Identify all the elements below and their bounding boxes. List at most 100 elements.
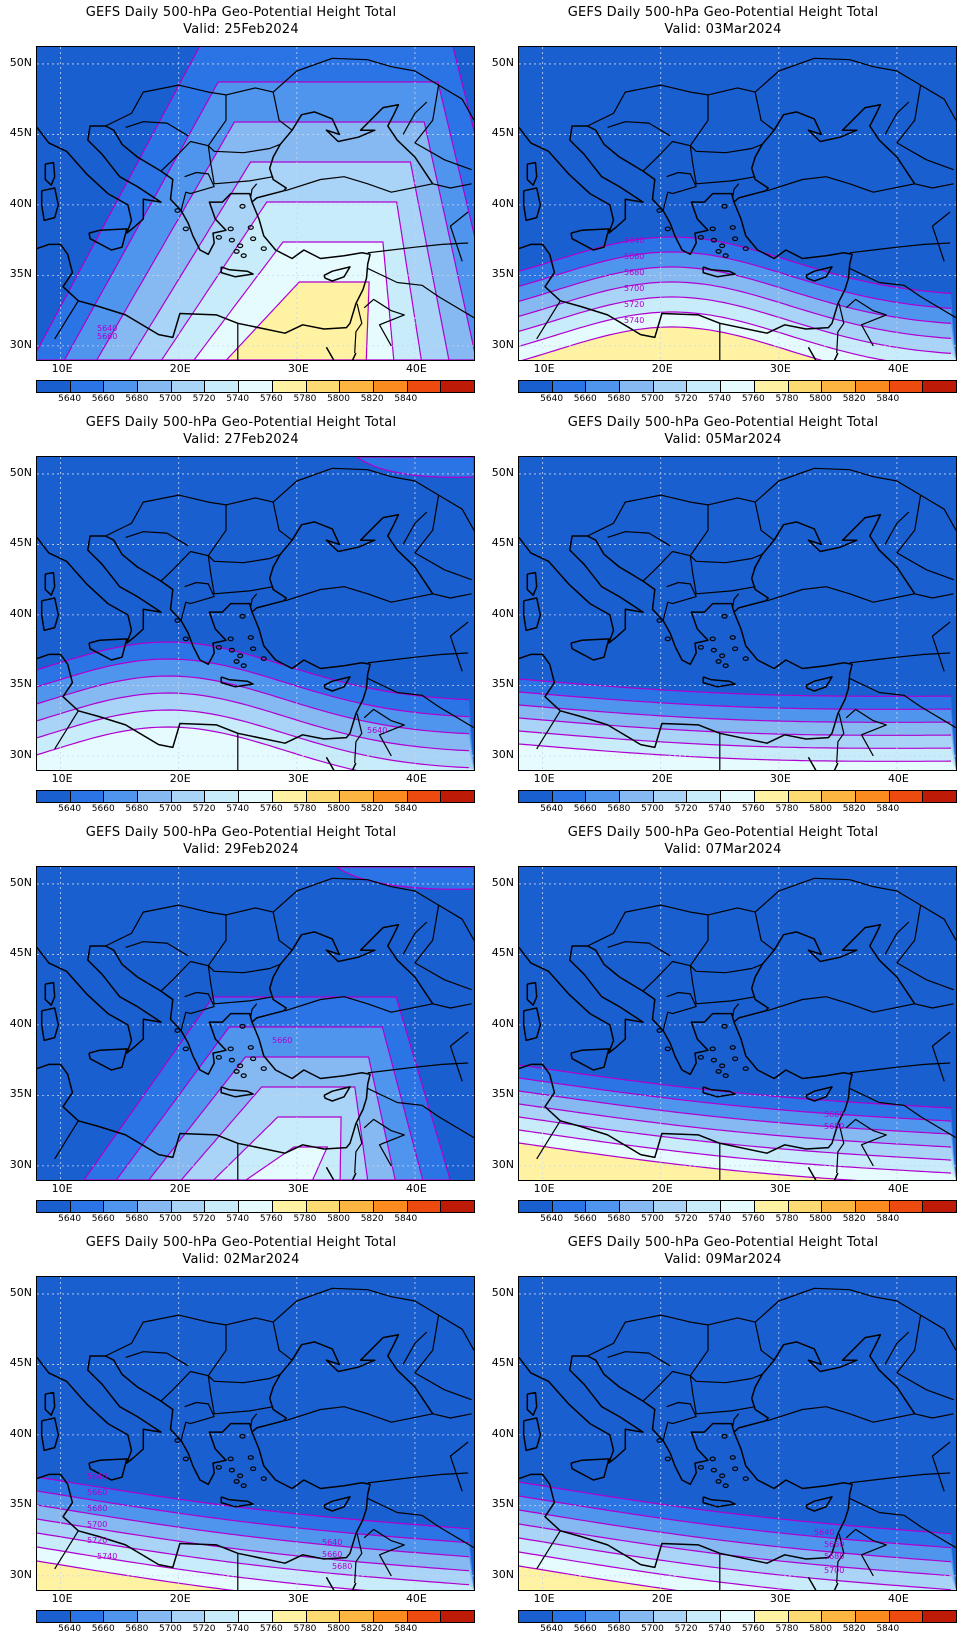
colorbar-label: 5840 [394, 1624, 418, 1634]
contour-label: 5700 [87, 1520, 107, 1529]
colorbar-label: 5820 [360, 804, 384, 814]
colorbar-label: 5660 [91, 804, 115, 814]
colorbar-swatch [586, 1611, 621, 1622]
longitude-label: 30E [769, 362, 791, 375]
colorbar-swatch [407, 381, 442, 392]
colorbar-label: 5760 [741, 804, 765, 814]
colorbar-label: 5840 [394, 804, 418, 814]
colorbar-swatch [171, 791, 206, 802]
colorbar-label: 5780 [775, 394, 799, 404]
longitude-label: 30E [769, 1182, 791, 1195]
colorbar-swatch [653, 791, 688, 802]
longitude-label: 10E [533, 1592, 555, 1605]
colorbar-swatch [822, 1201, 856, 1212]
latitude-label: 30N [9, 747, 32, 761]
colorbar-swatch [822, 791, 856, 802]
contour-label: 5660 [97, 332, 117, 341]
latitude-label: 50N [491, 465, 514, 479]
colorbar-swatch [620, 381, 654, 392]
colorbar-swatch [306, 1201, 341, 1212]
longitude-label: 20E [169, 772, 191, 785]
latitude-label: 50N [491, 875, 514, 889]
colorbar-swatch [239, 1201, 273, 1212]
contour-label: 5740 [624, 316, 644, 325]
colorbar-swatch [70, 381, 105, 392]
colorbar-label: 5740 [708, 1624, 732, 1634]
colorbar-swatch [104, 791, 139, 802]
colorbar-swatch [37, 791, 71, 802]
colorbar-label: 5660 [573, 804, 597, 814]
colorbar-label: 5680 [607, 394, 631, 404]
colorbar-swatch [340, 1201, 374, 1212]
longitude-label: 40E [887, 1182, 909, 1195]
colorbar-swatch [620, 1201, 654, 1212]
longitude-label: 10E [51, 772, 73, 785]
latitude-label: 40N [491, 1016, 514, 1030]
colorbar-swatch [519, 1611, 553, 1622]
colorbar-label: 5820 [842, 1624, 866, 1634]
latitude-label: 50N [9, 875, 32, 889]
contour-label: 5660 [87, 1488, 107, 1497]
colorbar-label: 5680 [125, 394, 149, 404]
colorbar-label: 5760 [259, 1624, 283, 1634]
map-panel: GEFS Daily 500-hPa Geo-Potential Height … [0, 410, 482, 820]
latitude-label: 45N [491, 536, 514, 550]
colorbar-label: 5740 [226, 1214, 250, 1224]
latitude-label: 45N [9, 536, 32, 550]
panel-valid-date: Valid: 05Mar2024 [664, 432, 782, 447]
colorbar-swatch [306, 791, 341, 802]
panel-title: GEFS Daily 500-hPa Geo-Potential Height … [567, 825, 879, 840]
colorbar-swatch [855, 381, 890, 392]
colorbar-swatch [923, 1201, 956, 1212]
colorbar-swatch [37, 381, 71, 392]
map-plot: 5660 5680 [519, 867, 956, 1180]
longitude-label: 30E [769, 772, 791, 785]
map-area: 5640 5660 [36, 46, 475, 361]
colorbar-swatch [407, 1611, 442, 1622]
colorbar-label: 5740 [708, 394, 732, 404]
colorbar-swatch [171, 1201, 206, 1212]
colorbar-label: 5720 [674, 1214, 698, 1224]
colorbar-label: 5680 [125, 1624, 149, 1634]
latitude-label: 35N [9, 267, 32, 281]
colorbar-swatch [272, 791, 307, 802]
colorbar-label: 5820 [842, 394, 866, 404]
map-area [518, 456, 957, 771]
colorbar-swatch [340, 1611, 374, 1622]
colorbar [518, 380, 957, 393]
panel-valid-date: Valid: 29Feb2024 [183, 842, 299, 857]
panel-title: GEFS Daily 500-hPa Geo-Potential Height … [567, 415, 879, 430]
colorbar-swatch [239, 791, 273, 802]
colorbar-label: 5700 [159, 1214, 182, 1224]
latitude-label: 40N [9, 196, 32, 210]
colorbar [518, 790, 957, 803]
map-panel: GEFS Daily 500-hPa Geo-Potential Height … [482, 820, 964, 1230]
colorbar-label: 5820 [842, 1214, 866, 1224]
longitude-label: 20E [169, 362, 191, 375]
colorbar-label: 5800 [327, 394, 350, 404]
colorbar-label: 5840 [394, 1214, 418, 1224]
colorbar-label: 5840 [876, 394, 900, 404]
colorbar-label: 5760 [259, 804, 283, 814]
contour-label: 5700 [824, 1566, 844, 1575]
colorbar-swatch [373, 381, 408, 392]
map-area: 5640 [36, 456, 475, 771]
latitude-label: 30N [491, 337, 514, 351]
latitude-label: 50N [9, 465, 32, 479]
colorbar-swatch [373, 1201, 408, 1212]
colorbar-swatch [552, 381, 587, 392]
colorbar-swatch [788, 1611, 823, 1622]
latitude-label: 30N [491, 747, 514, 761]
longitude-label: 40E [405, 1182, 427, 1195]
latitude-label: 30N [491, 1567, 514, 1581]
colorbar-swatch [721, 381, 755, 392]
colorbar-swatch [70, 791, 105, 802]
colorbar-swatch [205, 791, 240, 802]
longitude-label: 40E [887, 772, 909, 785]
latitude-label: 50N [491, 55, 514, 69]
colorbar-swatch [586, 1201, 621, 1212]
colorbar-label: 5720 [674, 394, 698, 404]
colorbar-label: 5680 [607, 1214, 631, 1224]
map-area: 5660 5680 [518, 866, 957, 1181]
colorbar-swatch [721, 1611, 755, 1622]
